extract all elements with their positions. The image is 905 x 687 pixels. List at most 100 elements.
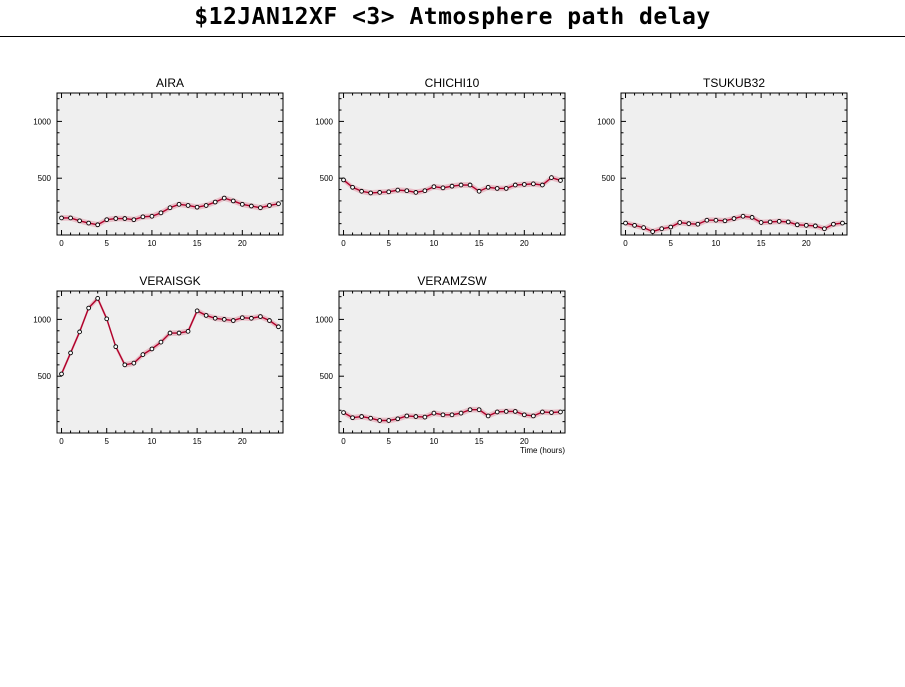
data-point xyxy=(794,222,800,228)
y-tick-label: 1000 xyxy=(33,315,51,324)
data-point xyxy=(86,220,91,226)
x-tick-label: 15 xyxy=(475,239,484,248)
x-tick-label: 0 xyxy=(341,437,346,446)
data-point xyxy=(458,410,464,416)
data-point xyxy=(258,205,263,211)
x-tick-label: 0 xyxy=(341,239,346,248)
y-tick-label: 1000 xyxy=(33,117,51,126)
data-point xyxy=(239,201,245,207)
data-point xyxy=(659,226,665,232)
data-point xyxy=(758,220,764,225)
data-point xyxy=(359,414,364,419)
data-point xyxy=(668,224,674,230)
x-tick-label: 15 xyxy=(757,239,766,248)
data-point xyxy=(386,189,392,195)
data-point xyxy=(140,352,146,357)
data-point xyxy=(267,318,272,323)
data-point xyxy=(404,413,410,419)
data-point xyxy=(221,195,227,201)
data-point xyxy=(431,184,437,190)
y-tick-label: 500 xyxy=(320,372,334,381)
page-title: $12JAN12XF <3> Atmosphere path delay xyxy=(194,4,711,30)
data-point xyxy=(113,344,119,350)
data-point xyxy=(113,216,119,221)
data-point xyxy=(386,418,392,423)
data-point xyxy=(558,409,563,415)
data-point xyxy=(276,201,281,207)
data-point xyxy=(722,218,728,224)
data-point xyxy=(276,324,281,330)
data-point xyxy=(449,183,455,189)
data-point xyxy=(650,229,655,234)
data-point xyxy=(104,217,110,223)
chart-title: CHICHI10 xyxy=(425,76,480,90)
y-tick-label: 1000 xyxy=(315,315,333,324)
data-point xyxy=(813,223,818,229)
data-point xyxy=(131,217,137,223)
plot-area xyxy=(338,92,566,236)
data-point xyxy=(531,181,536,187)
data-point xyxy=(95,296,101,301)
data-point xyxy=(249,203,254,209)
data-point xyxy=(740,213,746,219)
data-point xyxy=(350,184,355,190)
chart-panel-tsukub32: TSUKUB32 500 1000 0 5 10 15 20 xyxy=(597,76,848,248)
data-point xyxy=(176,201,182,207)
x-tick-label: 0 xyxy=(623,239,628,248)
data-point xyxy=(194,204,200,210)
data-point xyxy=(86,305,91,311)
x-tick-label: 10 xyxy=(147,239,156,248)
data-point xyxy=(531,413,536,419)
data-point xyxy=(677,220,683,225)
x-tick-label: 20 xyxy=(238,437,247,446)
x-tick-label: 0 xyxy=(59,437,64,446)
data-point xyxy=(341,177,346,183)
data-point xyxy=(695,221,701,227)
data-point xyxy=(167,330,173,336)
data-point xyxy=(422,188,428,194)
data-point xyxy=(395,416,401,422)
data-point xyxy=(558,178,563,183)
data-point xyxy=(540,182,545,188)
data-point xyxy=(494,186,500,191)
chart-title: VERAMZSW xyxy=(417,274,487,288)
x-tick-label: 20 xyxy=(520,239,529,248)
data-point xyxy=(185,328,191,334)
data-point xyxy=(440,412,446,418)
data-point xyxy=(359,188,364,194)
plot-area xyxy=(338,290,566,434)
data-point xyxy=(549,410,554,415)
data-point xyxy=(731,216,737,221)
chart-title: TSUKUB32 xyxy=(703,76,765,90)
data-point xyxy=(131,360,137,366)
data-point xyxy=(467,182,473,188)
data-point xyxy=(503,409,509,414)
y-tick-label: 1000 xyxy=(315,117,333,126)
x-tick-label: 15 xyxy=(475,437,484,446)
data-point xyxy=(122,362,128,368)
data-point xyxy=(140,214,146,220)
data-point xyxy=(230,318,236,323)
x-tick-label: 20 xyxy=(520,437,529,446)
x-tick-label: 15 xyxy=(193,437,202,446)
y-tick-label: 500 xyxy=(38,372,52,381)
data-point xyxy=(512,182,518,188)
data-point xyxy=(540,409,545,415)
data-point xyxy=(449,412,455,418)
data-point xyxy=(350,415,355,421)
data-point xyxy=(377,190,383,195)
x-tick-label: 10 xyxy=(147,437,156,446)
data-point xyxy=(395,187,401,193)
data-point xyxy=(641,225,646,230)
data-point xyxy=(68,350,73,356)
plot-area xyxy=(620,92,848,236)
chart-title: AIRA xyxy=(156,76,184,90)
data-point xyxy=(521,182,527,187)
data-point xyxy=(377,418,383,423)
data-point xyxy=(185,203,191,208)
data-point xyxy=(512,409,518,414)
data-point xyxy=(203,203,209,208)
data-point xyxy=(167,205,173,211)
